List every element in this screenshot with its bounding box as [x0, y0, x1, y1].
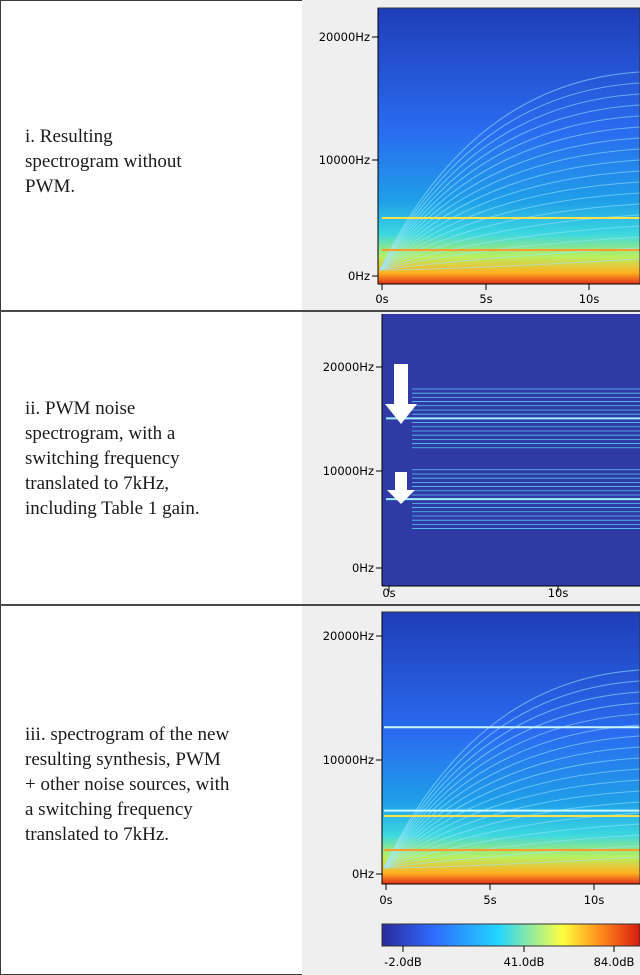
y-tick-label: 20000Hz [323, 360, 374, 374]
harmonic-line [379, 148, 640, 271]
harmonic-line [383, 713, 640, 869]
harmonic-line [379, 203, 640, 271]
spectrogram-1-harmonics [379, 71, 640, 271]
x-tick-label: 5s [479, 292, 492, 306]
y-axis-1: 20000Hz 10000Hz 0Hz [319, 8, 379, 284]
y-tick-label: 10000Hz [323, 464, 374, 478]
colorbar-label: -2.0dB [384, 955, 422, 969]
harmonic-line [379, 258, 640, 271]
y-tick-label: 10000Hz [323, 753, 374, 767]
harmonic-line [383, 669, 640, 869]
harmonic-line [379, 137, 640, 271]
spectrogram-1-image [378, 8, 640, 284]
x-tick-label: 10s [584, 893, 605, 907]
caption-1: i. Resulting spectrogram without PWM. [25, 126, 182, 197]
y-tick-label: 20000Hz [319, 30, 370, 44]
y-tick-label: 0Hz [352, 867, 374, 881]
caption-2: ii. PWM noise spectrogram, with a switch… [25, 398, 200, 519]
harmonic-line [379, 181, 640, 271]
annotation-arrow-14khz [385, 364, 417, 424]
harmonic-line [383, 746, 640, 869]
spectrogram-2-harmonics [386, 388, 640, 529]
harmonic-line [383, 768, 640, 869]
harmonic-line [383, 801, 640, 869]
colorbar: -2.0dB 41.0dB 84.0dB [381, 923, 640, 969]
harmonic-line [379, 225, 640, 271]
harmonic-line [383, 834, 640, 869]
y-tick-label: 20000Hz [323, 629, 374, 643]
harmonic-line [383, 856, 640, 869]
y-axis-3: 20000Hz 10000Hz 0Hz [323, 612, 383, 884]
x-tick-label: 0s [375, 292, 388, 306]
harmonic-line [383, 757, 640, 869]
harmonic-line [379, 126, 640, 271]
caption-3: iii. spectrogram of the new resulting sy… [25, 724, 230, 845]
x-axis-3: 0s 5s 10s [379, 883, 640, 907]
annotation-arrow-7khz [387, 472, 415, 504]
y-axis-2: 20000Hz 10000Hz 0Hz [323, 314, 383, 586]
spectrogram-1: 20000Hz 10000Hz 0Hz 0s 5s 10s [319, 7, 640, 306]
harmonic-line [383, 735, 640, 869]
harmonic-line [379, 104, 640, 271]
harmonic-line [383, 691, 640, 869]
y-tick-label: 0Hz [352, 561, 374, 575]
y-tick-label: 0Hz [348, 269, 370, 283]
harmonic-line [379, 159, 640, 271]
x-axis-2: 0s 10s [382, 585, 640, 600]
colorbar-label: 41.0dB [504, 955, 545, 969]
colorbar-gradient [381, 923, 640, 947]
harmonic-line [383, 845, 640, 869]
harmonic-line [379, 82, 640, 271]
harmonic-line [379, 93, 640, 271]
harmonic-line [383, 680, 640, 869]
harmonic-line [379, 71, 640, 271]
harmonic-line [383, 823, 640, 869]
x-tick-label: 0s [379, 893, 392, 907]
x-tick-label: 0s [382, 586, 395, 600]
harmonic-line [379, 115, 640, 271]
spectrogram-3: 20000Hz 10000Hz 0Hz 0s 5s 10s -2.0dB 41.… [323, 611, 640, 969]
x-axis-1: 0s 5s 10s [375, 283, 640, 306]
spectrogram-2-image [382, 314, 640, 586]
x-tick-label: 10s [579, 292, 600, 306]
spectrogram-2: 20000Hz 10000Hz 0Hz 0s 10s [323, 314, 640, 600]
harmonic-line [383, 702, 640, 869]
x-tick-label: 5s [483, 893, 496, 907]
x-tick-label: 10s [548, 586, 569, 600]
y-tick-label: 10000Hz [319, 153, 370, 167]
colorbar-label: 84.0dB [594, 955, 635, 969]
harmonic-line [383, 724, 640, 869]
spectrogram-3-harmonics [383, 669, 640, 869]
harmonic-line [379, 170, 640, 271]
